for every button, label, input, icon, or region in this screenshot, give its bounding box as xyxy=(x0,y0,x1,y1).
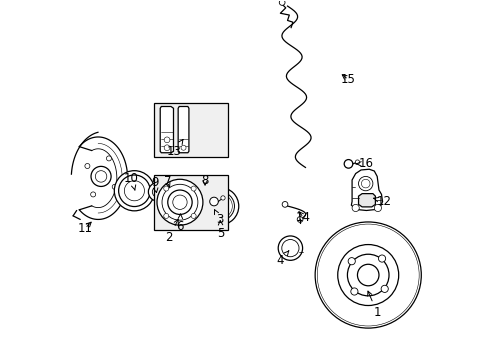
Circle shape xyxy=(91,166,111,186)
Circle shape xyxy=(152,186,163,197)
Circle shape xyxy=(358,176,372,191)
Text: 13: 13 xyxy=(167,139,183,158)
Circle shape xyxy=(164,137,169,143)
Polygon shape xyxy=(168,181,201,213)
Circle shape xyxy=(202,186,209,194)
Text: 3: 3 xyxy=(214,210,223,226)
Circle shape xyxy=(278,236,302,260)
Circle shape xyxy=(171,189,185,203)
Circle shape xyxy=(180,177,186,183)
Circle shape xyxy=(373,204,381,212)
Text: 8: 8 xyxy=(201,174,208,186)
Circle shape xyxy=(90,192,96,197)
Circle shape xyxy=(112,184,117,189)
Circle shape xyxy=(347,258,355,265)
Circle shape xyxy=(119,175,150,207)
Circle shape xyxy=(182,179,184,181)
Text: 5: 5 xyxy=(217,221,224,240)
Circle shape xyxy=(177,211,182,216)
Circle shape xyxy=(167,185,190,208)
Circle shape xyxy=(209,197,218,206)
Circle shape xyxy=(106,156,111,161)
Circle shape xyxy=(124,181,144,201)
Circle shape xyxy=(344,159,352,168)
Circle shape xyxy=(163,186,168,191)
Text: 9: 9 xyxy=(151,176,158,193)
Text: 6: 6 xyxy=(176,214,183,233)
Circle shape xyxy=(95,171,106,182)
Circle shape xyxy=(212,198,227,214)
Circle shape xyxy=(221,196,224,200)
Circle shape xyxy=(163,213,168,219)
Circle shape xyxy=(355,160,359,164)
Circle shape xyxy=(162,184,198,220)
Circle shape xyxy=(148,183,167,201)
Circle shape xyxy=(281,239,298,257)
Circle shape xyxy=(279,0,285,5)
Circle shape xyxy=(201,188,238,225)
Circle shape xyxy=(378,255,385,262)
Circle shape xyxy=(337,244,398,306)
Circle shape xyxy=(380,285,387,292)
Polygon shape xyxy=(351,169,382,211)
Polygon shape xyxy=(160,107,173,153)
Text: 4: 4 xyxy=(276,251,288,267)
Bar xyxy=(154,103,227,157)
Text: 15: 15 xyxy=(340,73,355,86)
Polygon shape xyxy=(178,107,188,153)
Circle shape xyxy=(361,179,369,188)
Circle shape xyxy=(207,194,232,219)
Polygon shape xyxy=(358,194,375,207)
Circle shape xyxy=(351,204,359,212)
Circle shape xyxy=(214,201,225,212)
Text: 10: 10 xyxy=(124,172,139,190)
Text: 14: 14 xyxy=(296,211,310,224)
Circle shape xyxy=(181,145,185,150)
Circle shape xyxy=(85,163,90,168)
Text: 11: 11 xyxy=(77,222,92,235)
Circle shape xyxy=(350,288,357,295)
Text: 12: 12 xyxy=(373,195,391,208)
Circle shape xyxy=(297,217,303,222)
Circle shape xyxy=(191,186,196,191)
Bar xyxy=(154,175,227,230)
Text: 7: 7 xyxy=(163,175,171,188)
Circle shape xyxy=(210,196,230,216)
Circle shape xyxy=(357,264,378,286)
Circle shape xyxy=(191,213,196,219)
Circle shape xyxy=(167,190,192,215)
Circle shape xyxy=(282,202,287,207)
Circle shape xyxy=(314,222,421,328)
Text: 2: 2 xyxy=(165,219,178,244)
Circle shape xyxy=(164,145,169,150)
Text: 1: 1 xyxy=(367,291,380,319)
Circle shape xyxy=(205,192,234,221)
Circle shape xyxy=(317,224,418,326)
Circle shape xyxy=(346,254,388,296)
Circle shape xyxy=(157,179,203,225)
Text: 16: 16 xyxy=(355,157,373,170)
Circle shape xyxy=(114,171,154,211)
Circle shape xyxy=(172,195,187,210)
